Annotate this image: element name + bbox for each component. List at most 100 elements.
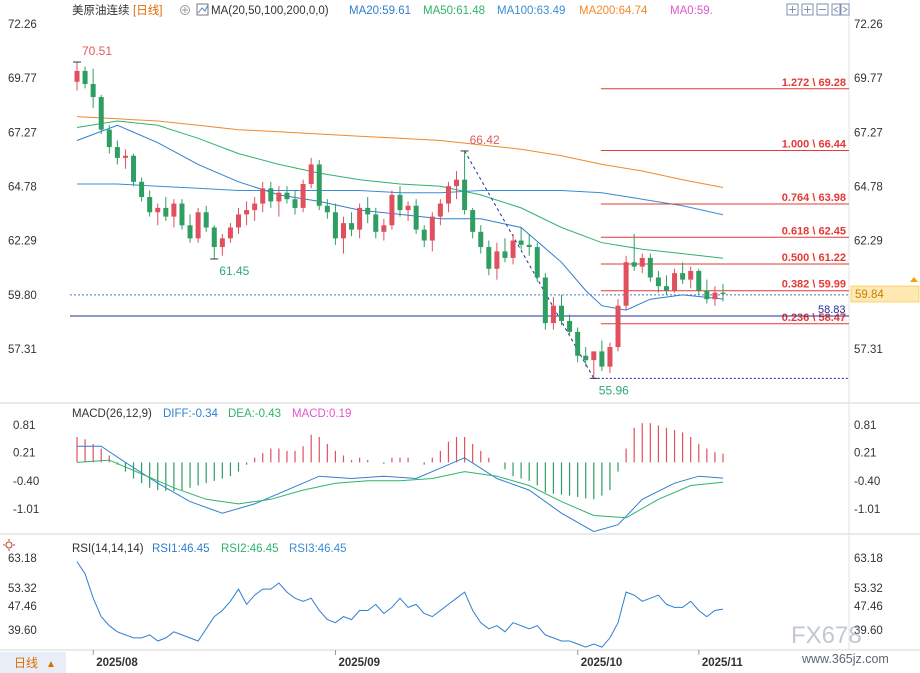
candle-body (429, 216, 435, 241)
macd-panel: 0.81 0.81 0.21 0.21 -0.40 -0.40 -1.01 -1.01 (13, 420, 880, 533)
candle-body (688, 270, 694, 280)
candle-body (445, 186, 451, 204)
macd-dea-legend: DEA:-0.43 (228, 408, 281, 420)
candle-body (591, 351, 597, 361)
candle-body (696, 270, 702, 291)
candle-body (567, 320, 573, 332)
rsi3-legend: RSI3:46.45 (289, 543, 347, 555)
candle-body (114, 147, 120, 158)
candle-body (268, 188, 274, 202)
candle-body (421, 229, 427, 241)
price-tick-right: 62.29 (854, 236, 883, 248)
ma50-legend: MA50:61.48 (423, 5, 485, 17)
candle-body (454, 179, 460, 187)
macd-tick-left: 0.21 (13, 448, 35, 460)
sun-icon[interactable] (3, 539, 15, 551)
candle-body (211, 227, 217, 248)
rsi-tick-left: 39.60 (8, 625, 37, 637)
chevron-right-icon[interactable] (840, 3, 850, 16)
indicator-name: MA(20,50,100,200,0,0) (211, 5, 329, 17)
candle-body (349, 223, 355, 230)
candle-body (292, 199, 298, 208)
rsi1-legend: RSI1:46.45 (152, 543, 210, 555)
zoom-out-icon[interactable] (816, 3, 829, 16)
candle-body (526, 244, 532, 248)
candle-body (357, 207, 363, 230)
candle-body (550, 305, 556, 324)
candle-body (720, 292, 726, 294)
candle-body (478, 231, 484, 248)
candle-body (583, 355, 589, 361)
macd-tick-left: 0.81 (13, 420, 35, 432)
candle-body (639, 257, 645, 267)
ma0-legend: MA0:59. (670, 5, 713, 17)
price-annotations: 70.51 61.45 66.42 55.96 (73, 44, 629, 397)
fib-level-label: 0.500 \ 61.22 (782, 252, 846, 264)
instrument-name: 美原油连续 (72, 3, 130, 17)
price-tick-right: 67.27 (854, 127, 883, 139)
candle-body (171, 203, 177, 217)
price-tick-left: 62.29 (8, 236, 37, 248)
candle-body (106, 129, 112, 148)
price-tick-right: 69.77 (854, 73, 883, 85)
fib-level-label: 0.618 \ 62.45 (782, 225, 846, 237)
horizontal-lines: 58.83 59.84 (70, 150, 920, 379)
last-price-badge (850, 285, 920, 303)
candle-body (647, 257, 653, 278)
candle-body (663, 286, 669, 291)
candle-body (244, 210, 250, 215)
chevron-left-icon[interactable] (831, 3, 841, 16)
extreme-price-label: 61.45 (219, 264, 249, 278)
macd-value-legend: MACD:0.19 (292, 408, 351, 420)
fib-level-label: 0.764 \ 63.98 (782, 192, 846, 204)
period-selector-arrow: ▲ (46, 659, 56, 670)
price-tick-left: 57.31 (8, 344, 37, 356)
candle-body (470, 210, 476, 232)
candle-body (365, 207, 371, 215)
macd-title: MACD(26,12,9) (72, 408, 152, 420)
rsi-panel: 63.18 63.18 53.32 53.32 47.46 47.46 39.60 39.60 (8, 553, 883, 648)
period-selector-bg (0, 652, 66, 673)
candle-body (542, 277, 548, 324)
time-tick-label: 2025/08 (96, 657, 138, 669)
macd-tick-left: -1.01 (13, 504, 39, 516)
rsi-title: RSI(14,14,14) (72, 543, 144, 555)
price-tick-left: 59.80 (8, 290, 37, 302)
rsi-tick-right: 39.60 (854, 625, 883, 637)
candle-body (494, 251, 500, 269)
expand-icon[interactable] (786, 3, 799, 16)
price-tick-right: 72.26 (854, 19, 883, 31)
macd-tick-right: -0.40 (854, 476, 880, 488)
ma-line-ma200 (76, 116, 724, 188)
rsi-line (76, 561, 724, 648)
candle-body (308, 164, 314, 184)
candle-body (155, 207, 161, 213)
candle-body (397, 194, 403, 211)
candle-body (575, 331, 581, 356)
time-axis: 2025/08 2025/09 2025/10 2025/11 (92, 650, 743, 669)
price-tick-left: 72.26 (8, 19, 37, 31)
macd-tick-right: 0.81 (854, 420, 876, 432)
candle-body (195, 212, 201, 239)
candle-body (252, 203, 258, 211)
candle-body (486, 247, 492, 269)
indicator-icon[interactable] (196, 3, 209, 16)
zoom-in-icon[interactable] (801, 3, 814, 16)
candle-body (558, 305, 565, 321)
price-tick-left: 64.78 (8, 182, 37, 194)
candle-body (340, 223, 346, 239)
rsi-tick-left: 53.32 (8, 583, 37, 595)
candle-body (405, 205, 411, 211)
candle-body (534, 247, 540, 278)
plus-circle-icon[interactable] (180, 5, 190, 15)
candle-body (680, 273, 686, 280)
period-selector[interactable]: 日线 ▲ (0, 652, 66, 673)
rsi-tick-right: 47.46 (854, 601, 883, 613)
time-tick-label: 2025/10 (581, 657, 623, 669)
main-legend: 美原油连续 [日线] MA(20,50,100,200,0,0) MA20:59… (72, 3, 713, 17)
extreme-price-label: 70.51 (82, 44, 112, 58)
candle-body (98, 97, 104, 130)
fib-level-label: 1.272 \ 69.28 (782, 77, 846, 89)
time-tick-label: 2025/09 (338, 657, 380, 669)
